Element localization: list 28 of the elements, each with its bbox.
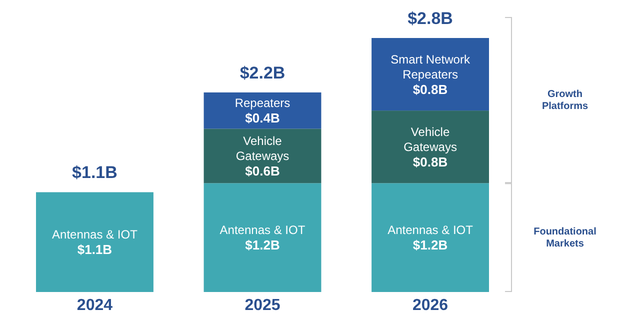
total-label: $1.1B — [72, 163, 118, 182]
text: Foundational Markets — [534, 226, 597, 250]
data-label: $1.1B — [77, 242, 112, 258]
annotation: Antennas & IOT — [388, 223, 474, 238]
total-label: $2.2B — [240, 63, 286, 82]
total-label: $2.8B — [408, 9, 453, 28]
bar — [204, 183, 322, 292]
data-label: $0.8B — [412, 154, 448, 170]
x-tick-label: 2026 — [412, 297, 448, 314]
data-label: $1.2B — [412, 238, 448, 253]
annotation: Repeaters — [234, 96, 290, 110]
data-label: $0.6B — [245, 163, 280, 178]
bar — [204, 128, 322, 184]
annotation: Antennas & IOT — [220, 223, 306, 238]
annotation: Antennas & IOT — [52, 228, 138, 242]
x-tick-label: 2024 — [76, 297, 113, 314]
bar — [36, 192, 154, 292]
annotation: Smart Network Repeaters — [390, 52, 471, 82]
data-label: $1.2B — [245, 238, 280, 253]
data-label: $0.8B — [412, 82, 448, 97]
bar — [372, 110, 489, 184]
annotation: Vehicle Gateways — [404, 124, 457, 154]
x-tick-label: 2025 — [244, 297, 280, 314]
bar — [372, 183, 489, 292]
text: Growth Platforms — [542, 89, 588, 112]
annotation: Vehicle Gateways — [236, 134, 290, 163]
data-label: $0.4B — [245, 110, 280, 126]
bar — [372, 38, 489, 111]
